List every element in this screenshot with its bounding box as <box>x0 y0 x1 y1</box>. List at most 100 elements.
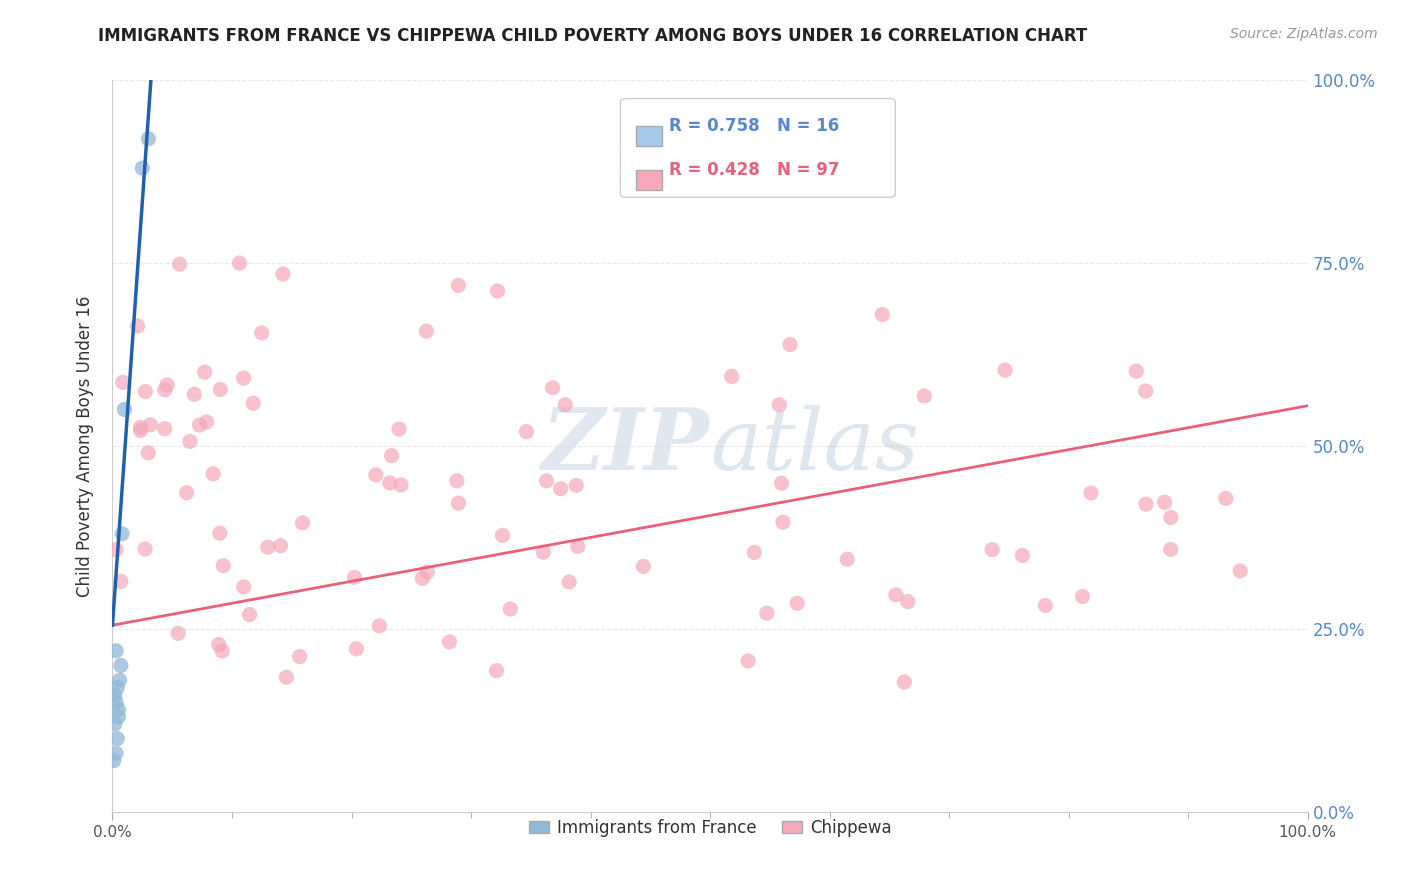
Point <box>238 607 260 622</box>
Point <box>1229 564 1251 578</box>
Text: R = 0.428: R = 0.428 <box>669 161 761 179</box>
Text: Source: ZipAtlas.com: Source: ZipAtlas.com <box>1230 27 1378 41</box>
Point <box>368 619 391 633</box>
Point <box>108 673 131 687</box>
Point <box>1035 599 1057 613</box>
Point <box>211 644 233 658</box>
Point <box>343 570 366 584</box>
Point <box>105 542 128 557</box>
Point <box>105 746 128 760</box>
FancyBboxPatch shape <box>620 99 896 197</box>
Point <box>837 552 859 566</box>
Point <box>1135 384 1157 398</box>
Point <box>389 478 412 492</box>
Point <box>415 324 437 338</box>
Point <box>1080 486 1102 500</box>
Point <box>536 474 558 488</box>
Point <box>1153 495 1175 509</box>
Point <box>786 596 808 610</box>
Point <box>129 420 152 434</box>
Point <box>107 709 129 723</box>
Point <box>232 371 254 385</box>
Point <box>897 594 920 608</box>
Point <box>447 278 470 293</box>
Point <box>127 318 149 333</box>
Point <box>447 496 470 510</box>
Point <box>269 539 291 553</box>
Point <box>131 161 153 175</box>
Point <box>134 542 156 557</box>
Point <box>136 446 159 460</box>
Point <box>134 384 156 399</box>
Point <box>381 449 404 463</box>
Point <box>105 731 128 746</box>
Point <box>770 476 793 491</box>
Point <box>893 675 915 690</box>
Point <box>742 545 765 559</box>
Point <box>139 417 162 432</box>
Point <box>772 515 794 529</box>
Point <box>1160 542 1182 557</box>
Point <box>114 402 135 417</box>
Point <box>720 369 742 384</box>
Point <box>110 574 132 589</box>
Point <box>388 422 411 436</box>
Point <box>411 571 433 585</box>
Point <box>515 425 537 439</box>
Point <box>176 485 198 500</box>
Point <box>633 559 655 574</box>
Point <box>167 626 190 640</box>
Point <box>870 308 893 322</box>
FancyBboxPatch shape <box>636 126 662 146</box>
Point <box>202 467 225 481</box>
Point <box>153 422 176 436</box>
Point <box>554 398 576 412</box>
Point <box>486 284 509 298</box>
Point <box>104 688 127 702</box>
Point <box>768 398 790 412</box>
Point <box>884 588 907 602</box>
Point <box>232 580 254 594</box>
Text: atlas: atlas <box>710 405 920 487</box>
Point <box>416 565 439 579</box>
Point <box>105 695 128 709</box>
Point <box>1011 549 1033 563</box>
Point <box>153 383 176 397</box>
Point <box>129 424 152 438</box>
Point <box>212 558 235 573</box>
Text: R = 0.758: R = 0.758 <box>669 118 761 136</box>
Text: N = 16: N = 16 <box>778 118 839 136</box>
Point <box>1135 497 1157 511</box>
Point <box>485 664 508 678</box>
Point <box>288 649 311 664</box>
Point <box>378 475 401 490</box>
Text: IMMIGRANTS FROM FRANCE VS CHIPPEWA CHILD POVERTY AMONG BOYS UNDER 16 CORRELATION: IMMIGRANTS FROM FRANCE VS CHIPPEWA CHILD… <box>98 27 1088 45</box>
Legend: Immigrants from France, Chippewa: Immigrants from France, Chippewa <box>522 813 898 844</box>
Point <box>541 381 564 395</box>
Point <box>446 474 468 488</box>
Point <box>531 545 554 559</box>
Point <box>195 415 218 429</box>
Point <box>1160 510 1182 524</box>
Point <box>188 417 211 432</box>
FancyBboxPatch shape <box>636 169 662 190</box>
Point <box>105 644 128 658</box>
Point <box>1071 590 1094 604</box>
Point <box>737 654 759 668</box>
Point <box>103 754 125 768</box>
Y-axis label: Child Poverty Among Boys Under 16: Child Poverty Among Boys Under 16 <box>76 295 94 597</box>
Point <box>250 326 273 340</box>
Point <box>567 540 589 554</box>
Point <box>138 132 160 146</box>
Point <box>111 376 134 390</box>
Text: ZIP: ZIP <box>543 404 710 488</box>
Point <box>491 528 513 542</box>
Point <box>110 658 132 673</box>
Point <box>228 256 250 270</box>
Point <box>209 383 232 397</box>
Point <box>558 574 581 589</box>
Point <box>499 602 522 616</box>
Point <box>1125 364 1147 378</box>
Point <box>276 670 298 684</box>
Point <box>994 363 1017 377</box>
